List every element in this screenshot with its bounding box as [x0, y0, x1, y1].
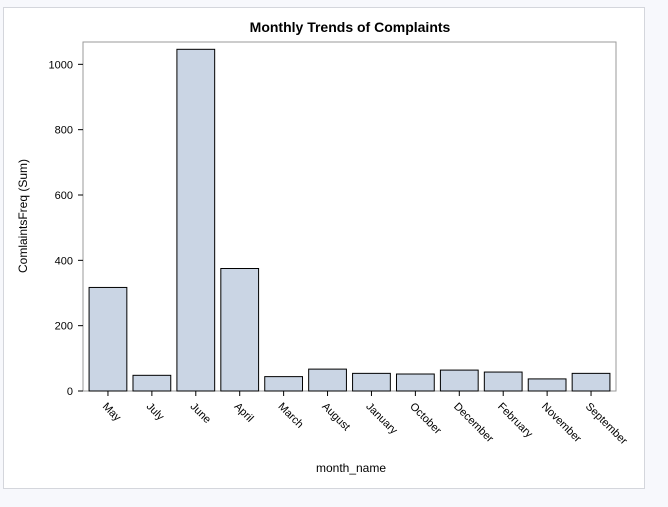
- x-tick-label: December: [451, 401, 496, 446]
- bars: [88, 48, 611, 392]
- bar-december: [439, 369, 479, 392]
- x-tick-label: September: [583, 401, 630, 448]
- bar-october: [395, 373, 435, 392]
- bar-march: [264, 376, 304, 392]
- y-tick-label: 0: [67, 386, 73, 398]
- bar-january: [352, 372, 391, 392]
- bar-september: [571, 372, 611, 392]
- chart-title: Monthly Trends of Complaints: [250, 19, 451, 35]
- x-tick-label: June: [188, 401, 213, 426]
- x-tick-label: November: [539, 401, 584, 446]
- x-axis-label: month_name: [316, 461, 386, 475]
- y-tick-label: 1000: [49, 59, 73, 71]
- x-tick-label: January: [363, 401, 400, 438]
- plot-area: [82, 41, 617, 392]
- bar-chart: Monthly Trends of Complaints ComlaintsFr…: [16, 19, 630, 475]
- x-axis: May July June April March August January Octobe…: [100, 391, 630, 447]
- y-tick-label: 800: [55, 125, 73, 137]
- bar-august: [308, 368, 347, 392]
- x-tick-label: May: [100, 401, 124, 425]
- bar-may: [88, 286, 128, 392]
- bar-june: [176, 48, 216, 392]
- y-tick-label: 200: [55, 321, 73, 333]
- bar-november: [527, 378, 567, 392]
- x-tick-label: August: [319, 401, 352, 434]
- x-tick-label: October: [407, 401, 443, 437]
- y-axis: 0 200 400 600 800 1000: [49, 59, 83, 398]
- y-axis-label: ComlaintsFreq (Sum): [16, 159, 30, 273]
- x-tick-label: April: [232, 401, 256, 425]
- y-tick-label: 400: [55, 255, 73, 267]
- bar-february: [483, 371, 523, 392]
- chart-frame: Monthly Trends of Complaints ComlaintsFr…: [3, 7, 645, 489]
- x-tick-label: March: [276, 401, 306, 431]
- x-tick-label: February: [495, 401, 535, 441]
- y-tick-label: 600: [55, 190, 73, 202]
- bar-april: [220, 268, 260, 392]
- x-tick-label: July: [144, 401, 167, 424]
- bar-july: [132, 374, 172, 392]
